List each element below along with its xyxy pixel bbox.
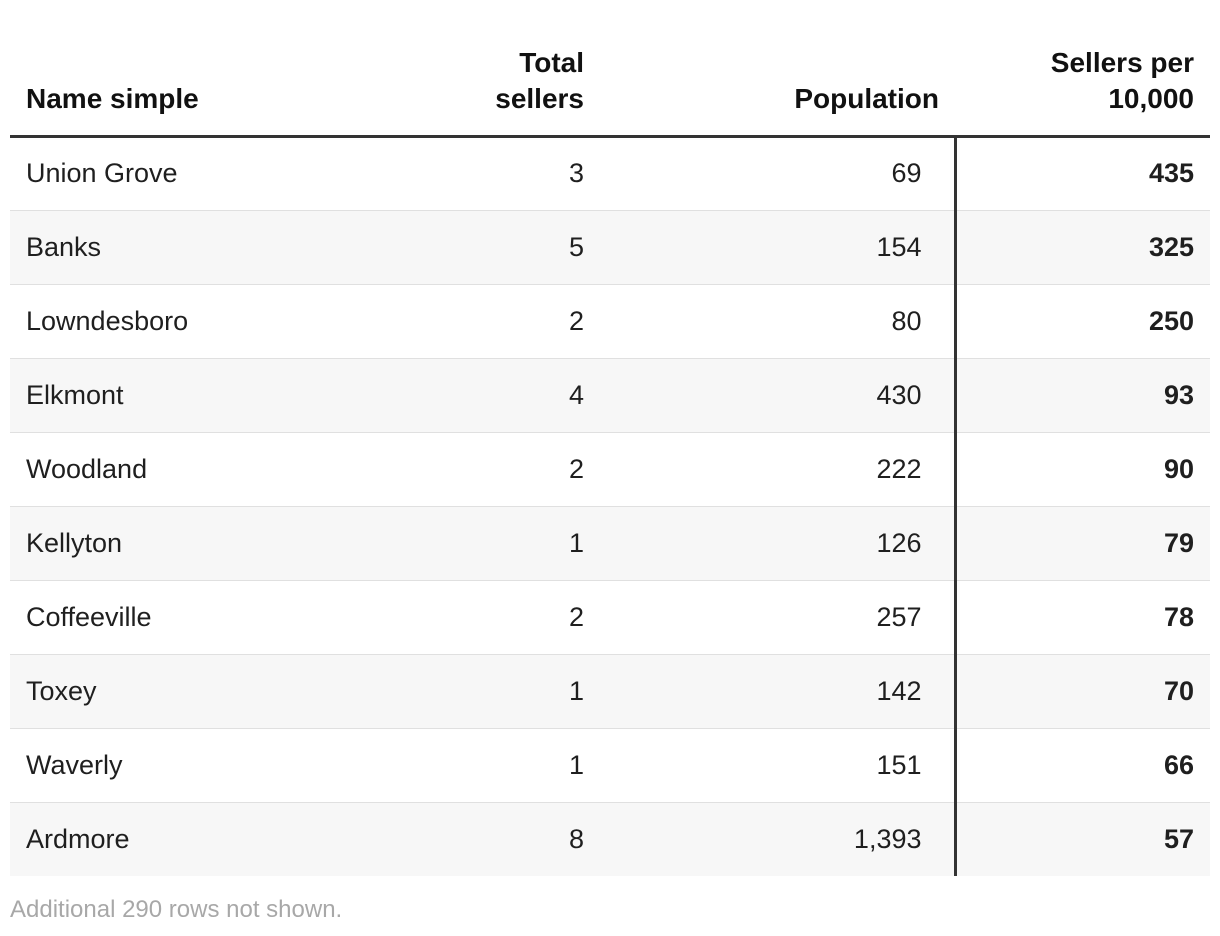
column-header-name: Name simple bbox=[10, 0, 410, 138]
table-row: Coffeeville 2 257 78 bbox=[10, 580, 1210, 655]
cell-sellers-per-10000: 93 bbox=[953, 358, 1210, 433]
cell-total-sellers: 8 bbox=[568, 823, 584, 854]
cell-total-sellers: 2 bbox=[410, 580, 600, 655]
cell-sellers-per-10000: 325 bbox=[953, 210, 1210, 285]
cell-name: Lowndesboro bbox=[10, 284, 410, 359]
header-row: Name simple Total sellers Population Sel… bbox=[10, 0, 1210, 138]
cell-sellers-per-10000: 90 bbox=[953, 432, 1210, 507]
table-row: Lowndesboro 2 80 250 bbox=[10, 284, 1210, 359]
cell-sellers-per-10000: 79 bbox=[953, 506, 1210, 581]
cell-sellers-per-10000: 70 bbox=[953, 654, 1210, 729]
table-header: Name simple Total sellers Population Sel… bbox=[10, 0, 1210, 138]
table-row: Elkmont 4 430 93 bbox=[10, 358, 1210, 433]
cell-population: 80 bbox=[600, 284, 955, 359]
cell-total-sellers: 1 bbox=[410, 728, 600, 803]
cell-name: Elkmont bbox=[10, 358, 410, 433]
cell-sellers-per-10000: 57 bbox=[953, 802, 1210, 876]
cell-population: 126 bbox=[600, 506, 955, 581]
cell-name: Waverly bbox=[10, 728, 410, 803]
cell-total-sellers: 2 bbox=[410, 432, 600, 507]
table-body: Union Grove 3 69 435 Banks 5 154 325 Lowndesboro… bbox=[10, 136, 1210, 876]
cell-population: 142 bbox=[600, 654, 955, 729]
cell-population: 1,393 bbox=[853, 823, 922, 854]
cell-name: Coffeeville bbox=[10, 580, 410, 655]
cell-total-sellers: 5 bbox=[410, 210, 600, 285]
cell-sellers-per-10000: 435 bbox=[953, 136, 1210, 211]
cell-name: Kellyton bbox=[10, 506, 410, 581]
cell-sellers-per-10000: 78 bbox=[953, 580, 1210, 655]
cell-population: 69 bbox=[600, 136, 955, 211]
cell-total-sellers: 1 bbox=[410, 654, 600, 729]
sellers-table: Name simple Total sellers Population Sel… bbox=[10, 0, 1210, 876]
cell-population: 222 bbox=[600, 432, 955, 507]
table-row: Union Grove 3 69 435 bbox=[10, 136, 1210, 211]
cell-population: 257 bbox=[600, 580, 955, 655]
table-row: Kellyton 1 126 79 bbox=[10, 506, 1210, 581]
cell-name: Union Grove bbox=[10, 136, 410, 211]
cell-name: Banks bbox=[10, 210, 410, 285]
table-row: Woodland 2 222 90 bbox=[10, 432, 1210, 507]
cell-population: 430 bbox=[600, 358, 955, 433]
cell-name: Toxey bbox=[10, 654, 410, 729]
table-row: Toxey 1 142 70 bbox=[10, 654, 1210, 729]
rows-not-shown-note: Additional 290 rows not shown. bbox=[10, 896, 343, 923]
data-table-container: Name simple Total sellers Population Sel… bbox=[10, 0, 1210, 876]
column-header-sellers-per-10000: Sellers per 10,000 bbox=[955, 0, 1210, 138]
cell-name: Ardmore bbox=[26, 823, 130, 854]
table-row: Ardmore 8 1,393 57 bbox=[10, 802, 1210, 876]
table-row: Banks 5 154 325 bbox=[10, 210, 1210, 285]
table-row: Waverly 1 151 66 bbox=[10, 728, 1210, 803]
cell-population: 151 bbox=[600, 728, 955, 803]
cell-total-sellers: 1 bbox=[410, 506, 600, 581]
column-header-total-sellers: Total sellers bbox=[410, 0, 600, 138]
column-header-population: Population bbox=[600, 0, 955, 138]
cell-total-sellers: 2 bbox=[410, 284, 600, 359]
cell-name: Woodland bbox=[10, 432, 410, 507]
cell-total-sellers: 4 bbox=[410, 358, 600, 433]
cell-sellers-per-10000: 250 bbox=[953, 284, 1210, 359]
cell-population: 154 bbox=[600, 210, 955, 285]
cell-total-sellers: 3 bbox=[410, 136, 600, 211]
cell-sellers-per-10000: 66 bbox=[953, 728, 1210, 803]
